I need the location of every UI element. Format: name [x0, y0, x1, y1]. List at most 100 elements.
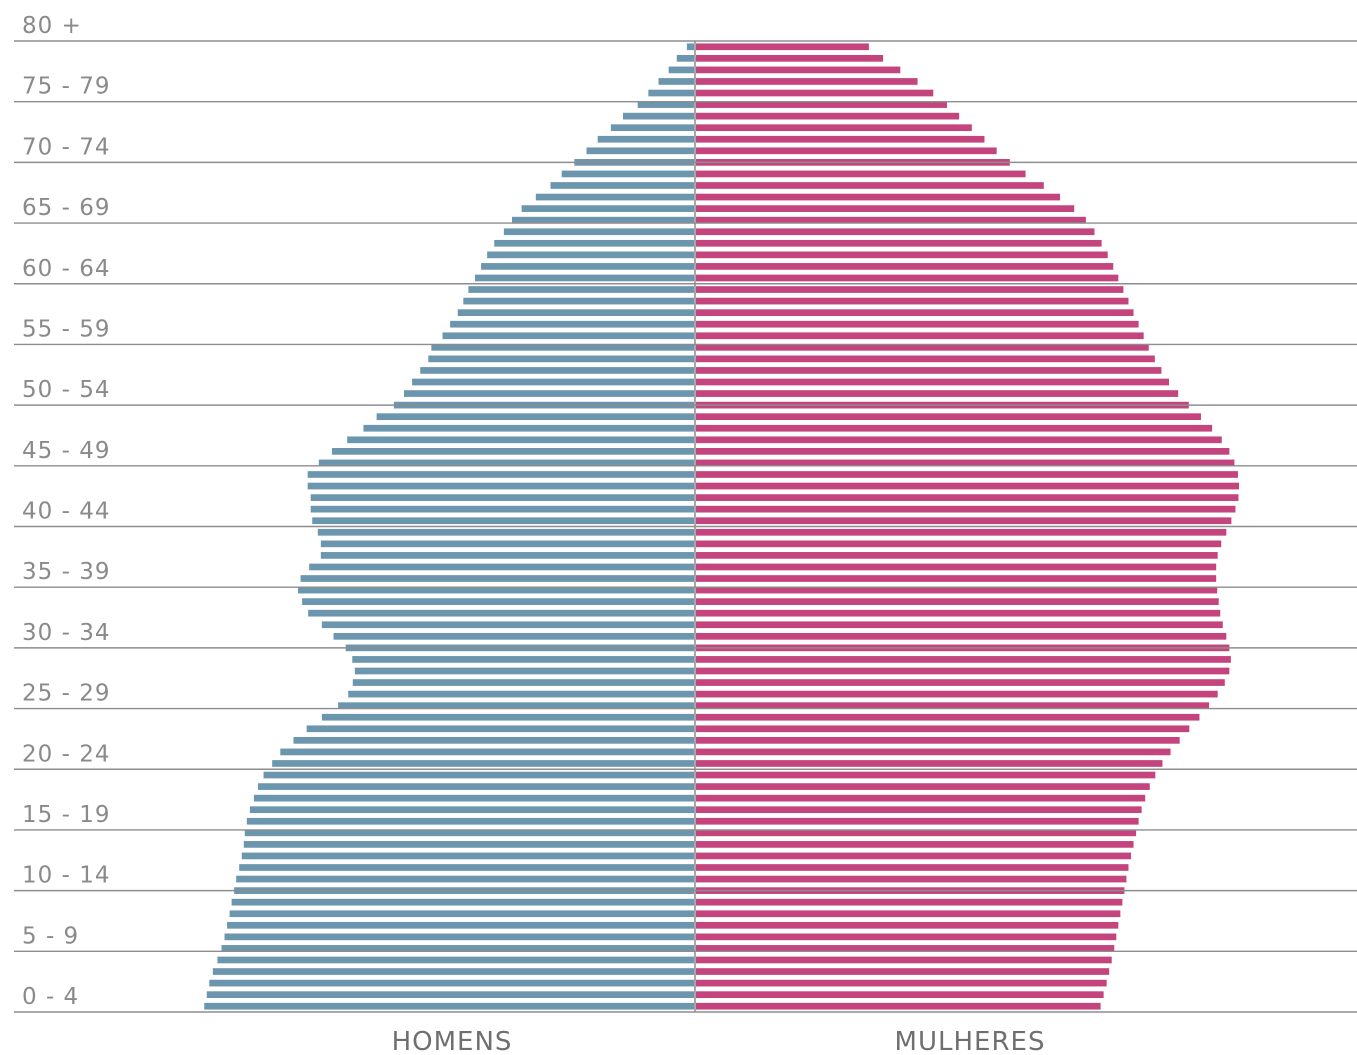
women-bar [696, 216, 1086, 224]
men-bar [457, 309, 694, 316]
men-bar [302, 598, 694, 605]
men-bar [347, 436, 694, 444]
age-group-label: 35 - 39 [22, 559, 110, 585]
men-bar [321, 713, 694, 721]
women-bar [696, 309, 1134, 316]
gridlines [14, 40, 1357, 1013]
men-bar [308, 609, 694, 617]
women-bar [696, 667, 1230, 675]
men-bar [244, 829, 695, 837]
men-bar [300, 575, 694, 582]
women-bar [696, 575, 1217, 582]
men-bar [338, 702, 694, 710]
women-bar [696, 875, 1127, 883]
men-bar [310, 494, 694, 501]
age-group-label: 50 - 54 [22, 377, 110, 403]
women-bar [696, 945, 1115, 952]
women-bars [696, 43, 1239, 1010]
men-bar [442, 332, 694, 340]
men-bar [206, 991, 694, 999]
men-bar [318, 459, 694, 467]
women-bar [696, 517, 1232, 525]
men-bar [420, 367, 694, 374]
women-bar [696, 632, 1227, 640]
men-bar [280, 748, 694, 756]
x-label-right: MULHERES [895, 1027, 1046, 1055]
men-bar [550, 182, 694, 189]
women-bar [696, 656, 1231, 663]
age-group-label: 10 - 14 [22, 863, 110, 889]
women-bar [696, 621, 1223, 629]
men-bar [481, 263, 694, 270]
age-group-label: 70 - 74 [22, 134, 110, 160]
women-bar [696, 170, 1026, 178]
age-group-label: 60 - 64 [22, 256, 110, 282]
age-group-label: 5 - 9 [22, 923, 79, 949]
women-bar [696, 933, 1117, 941]
men-bar [227, 921, 695, 929]
men-bar [668, 66, 694, 74]
women-bar [696, 852, 1132, 860]
women-bar [696, 228, 1095, 236]
women-bar [696, 459, 1235, 467]
men-bar [352, 656, 694, 663]
women-bar [696, 101, 947, 108]
women-bar [696, 413, 1201, 421]
age-group-label: 30 - 34 [22, 620, 110, 646]
women-bar [696, 505, 1236, 513]
women-bar [696, 540, 1222, 548]
women-bar [696, 424, 1213, 432]
women-bar [696, 910, 1121, 918]
women-bar [696, 806, 1142, 814]
women-bar [696, 956, 1112, 964]
men-bar [404, 390, 694, 397]
men-bar [494, 239, 694, 247]
women-bar [696, 725, 1190, 733]
women-bar [696, 563, 1217, 571]
men-bar [535, 193, 694, 201]
age-group-label: 25 - 29 [22, 681, 110, 707]
women-bar [696, 124, 972, 132]
men-bar [221, 945, 695, 952]
women-bar [696, 251, 1108, 259]
age-group-labels: 0 - 4 5 - 9 10 - 14 15 - 19 20 - 24 25 - 29 30… [22, 13, 110, 1010]
men-bar [648, 89, 694, 97]
x-label-left: HOMENS [392, 1027, 513, 1055]
women-bar [696, 760, 1163, 767]
men-bar [272, 760, 694, 767]
men-bar [332, 448, 694, 455]
women-bar [696, 991, 1104, 999]
women-bar [696, 274, 1119, 282]
men-bar [320, 552, 694, 559]
women-bar [696, 112, 960, 120]
women-bar [696, 552, 1218, 559]
women-bar [696, 343, 1149, 351]
men-bar [511, 216, 694, 224]
men-bar [209, 979, 694, 987]
women-bar [696, 263, 1114, 270]
women-bar [696, 841, 1134, 848]
women-bar [696, 690, 1218, 698]
women-bar [696, 783, 1150, 790]
men-bar [253, 794, 695, 802]
men-bar [468, 286, 694, 293]
men-bar [321, 621, 694, 629]
men-bar [306, 725, 694, 733]
men-bar [312, 517, 694, 525]
men-bar [676, 54, 694, 62]
men-bar [241, 852, 694, 860]
men-bar [354, 667, 694, 675]
men-bar [503, 228, 695, 236]
men-bar [376, 413, 694, 421]
women-bar [696, 679, 1225, 686]
women-bar [696, 135, 985, 143]
men-bar [231, 898, 694, 906]
women-bar [696, 378, 1170, 386]
men-bar [561, 170, 694, 178]
age-group-label: 55 - 59 [22, 316, 110, 342]
women-bar [696, 864, 1129, 871]
women-bar [696, 89, 934, 97]
men-bar [431, 343, 694, 351]
men-bar [521, 205, 694, 212]
